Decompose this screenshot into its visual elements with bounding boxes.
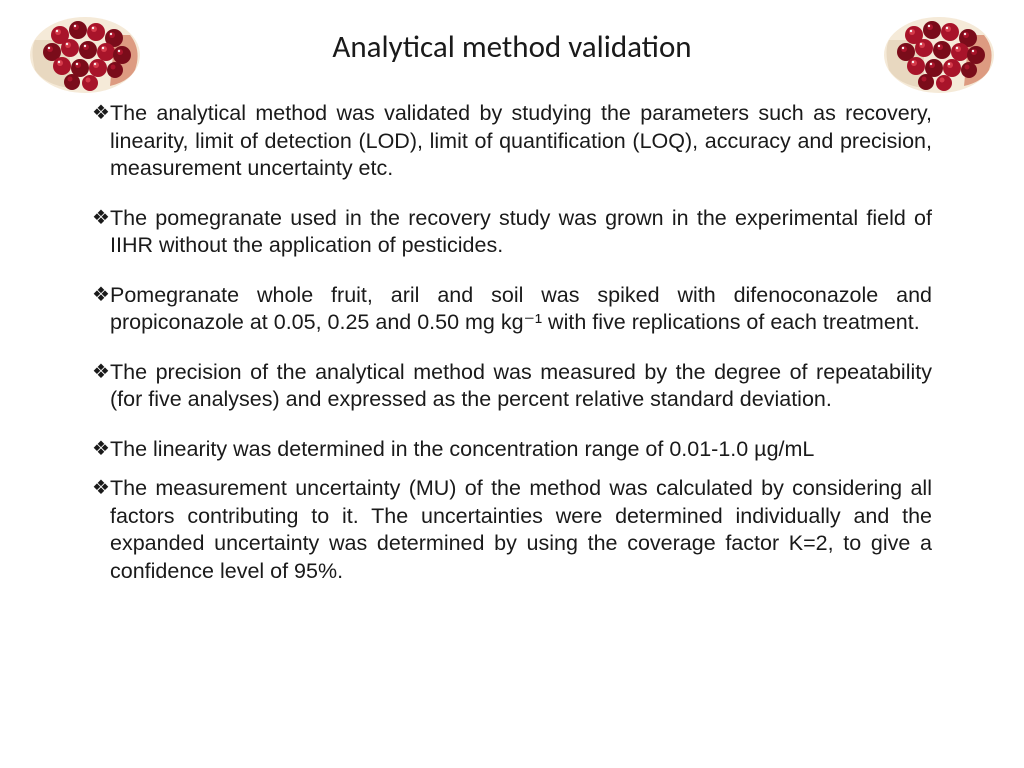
bullet-text: Pomegranate whole fruit, aril and soil w… <box>110 282 932 337</box>
pomegranate-image-left <box>20 0 150 95</box>
pomegranate-image-right <box>874 0 1004 95</box>
bullet-item: ❖ Pomegranate whole fruit, aril and soil… <box>92 282 932 337</box>
pomegranate-icon <box>874 0 1004 95</box>
bullet-glyph-icon: ❖ <box>92 100 110 127</box>
bullet-glyph-icon: ❖ <box>92 359 110 386</box>
slide-title: Analytical method validation <box>332 28 691 66</box>
pomegranate-icon <box>20 0 150 95</box>
bullet-item: ❖ The measurement uncertainty (MU) of th… <box>92 475 932 585</box>
bullet-item: ❖ The precision of the analytical method… <box>92 359 932 414</box>
bullet-glyph-icon: ❖ <box>92 436 110 463</box>
bullet-item: ❖ The linearity was determined in the co… <box>92 436 932 464</box>
bullet-glyph-icon: ❖ <box>92 282 110 309</box>
bullet-item: ❖ The pomegranate used in the recovery s… <box>92 205 932 260</box>
bullet-text: The measurement uncertainty (MU) of the … <box>110 475 932 585</box>
header-row: Analytical method validation <box>0 0 1024 100</box>
bullet-item: ❖ The analytical method was validated by… <box>92 100 932 183</box>
bullet-text: The linearity was determined in the conc… <box>110 436 932 464</box>
slide-body: ❖ The analytical method was validated by… <box>0 100 1024 585</box>
bullet-text: The pomegranate used in the recovery stu… <box>110 205 932 260</box>
bullet-glyph-icon: ❖ <box>92 475 110 502</box>
bullet-text: The analytical method was validated by s… <box>110 100 932 183</box>
bullet-glyph-icon: ❖ <box>92 205 110 232</box>
bullet-text: The precision of the analytical method w… <box>110 359 932 414</box>
